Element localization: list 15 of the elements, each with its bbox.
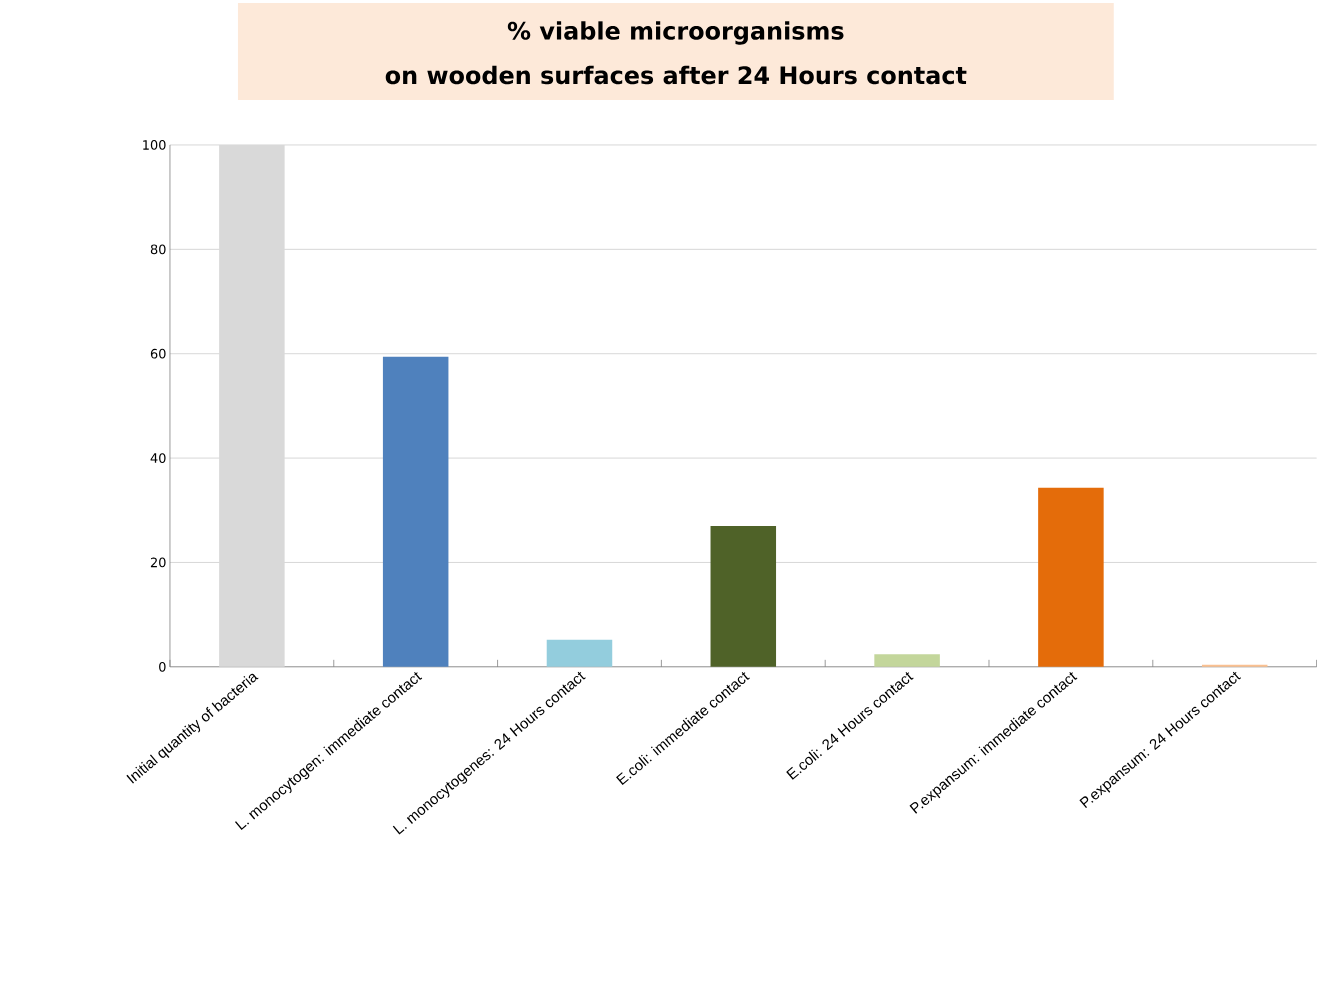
chart-title: % viable microorganisms [507,21,844,45]
bar [546,639,613,667]
y-tick-label: 20 [150,557,166,568]
y-tick-label: 80 [150,244,166,255]
bar [382,356,449,667]
chart-subtitle: on wooden surfaces after 24 Hours contact [385,65,967,85]
y-tick-label: 60 [150,348,166,359]
bar [1201,664,1268,667]
bar [710,526,777,667]
y-tick-label: 40 [150,453,166,464]
bar [1038,487,1104,667]
y-tick-label: 100 [143,140,166,150]
bar [874,654,940,667]
bar [219,145,285,667]
y-tick-label: 0 [159,662,166,672]
